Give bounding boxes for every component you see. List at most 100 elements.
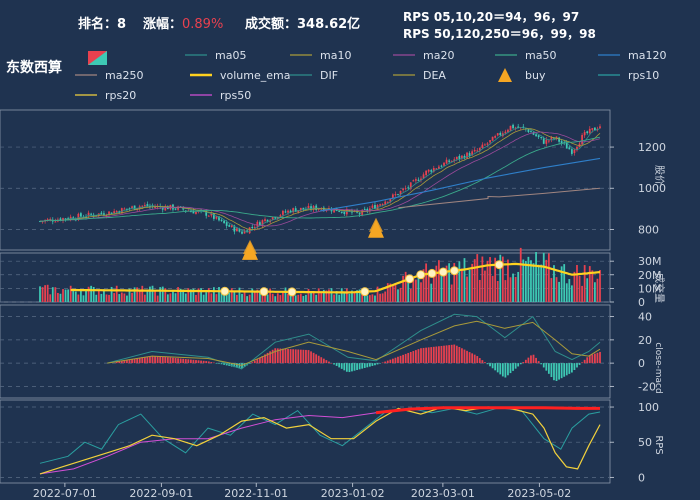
macd-histogram-bar bbox=[417, 349, 420, 364]
macd-histogram-bar bbox=[519, 363, 522, 365]
macd-histogram-bar bbox=[445, 345, 448, 364]
macd-histogram-bar bbox=[279, 348, 282, 364]
volume-bar bbox=[391, 284, 394, 302]
macd-histogram-bar bbox=[195, 360, 197, 364]
macd-histogram-bar bbox=[164, 357, 167, 364]
macd-histogram-bar bbox=[126, 359, 128, 364]
candle-body bbox=[287, 210, 289, 213]
volume-bar bbox=[599, 270, 601, 302]
candle-body bbox=[233, 225, 236, 232]
volume-bar bbox=[435, 265, 438, 302]
candle-body bbox=[366, 208, 369, 211]
volume-bar bbox=[517, 271, 520, 302]
candle-body bbox=[461, 155, 463, 158]
macd-histogram-bar bbox=[563, 363, 566, 377]
volume-bar bbox=[67, 289, 70, 302]
volume-bar bbox=[328, 289, 330, 302]
candle-body bbox=[333, 208, 335, 213]
macd-histogram-bar bbox=[560, 363, 563, 379]
volume-bar bbox=[491, 275, 494, 302]
candle-body bbox=[435, 168, 438, 170]
volume-bar bbox=[335, 291, 338, 302]
volume-bar bbox=[100, 293, 103, 302]
legend-item-buy: buy bbox=[498, 68, 546, 82]
candle-body bbox=[432, 168, 435, 172]
x-tick-label: 2022-11-01 bbox=[224, 487, 288, 500]
volume-bar bbox=[466, 276, 468, 302]
candle-body bbox=[430, 170, 433, 172]
legend-label: rps20 bbox=[105, 89, 136, 102]
volume-bar bbox=[348, 293, 351, 302]
macd-histogram-bar bbox=[238, 363, 241, 369]
price-ylabel: 股价 bbox=[653, 165, 665, 185]
candle-body bbox=[486, 143, 489, 145]
candle-body bbox=[236, 228, 238, 232]
macd-histogram-bar bbox=[205, 361, 208, 364]
volume-bar bbox=[57, 292, 59, 302]
macd-histogram-bar bbox=[310, 351, 312, 364]
volume-bar bbox=[371, 294, 374, 302]
macd-histogram-bar bbox=[532, 354, 535, 364]
macd-histogram-bar bbox=[507, 363, 509, 376]
macd-histogram-bar bbox=[404, 353, 407, 364]
macd-histogram-bar bbox=[368, 363, 371, 367]
x-tick-label: 2023-05-02 bbox=[507, 487, 571, 500]
macd-histogram-bar bbox=[573, 363, 576, 371]
volume-tick-label: 10M bbox=[638, 282, 662, 295]
macd-histogram-bar bbox=[371, 363, 374, 366]
macd-histogram-bar bbox=[335, 363, 338, 366]
volume-bar bbox=[443, 272, 445, 302]
macd-histogram-bar bbox=[184, 359, 187, 364]
candle-body bbox=[491, 136, 494, 141]
macd-histogram-bar bbox=[243, 363, 246, 367]
volume-bar bbox=[422, 269, 425, 302]
candle-body bbox=[299, 207, 302, 211]
macd-histogram-bar bbox=[412, 351, 415, 364]
candle-body bbox=[371, 205, 374, 208]
volume-bar bbox=[448, 263, 451, 302]
macd-histogram-bar bbox=[200, 360, 202, 364]
volume-bar bbox=[103, 289, 105, 302]
macd-tick-label: 40 bbox=[638, 311, 652, 324]
candle-body bbox=[133, 205, 136, 210]
candle-body bbox=[164, 206, 167, 211]
volume-bar bbox=[453, 263, 456, 302]
legend-item-DIF: DIF bbox=[290, 69, 338, 82]
macd-histogram-bar bbox=[537, 361, 540, 364]
volume-bar bbox=[184, 293, 187, 302]
macd-histogram-bar bbox=[453, 344, 456, 364]
legend-label: ma20 bbox=[423, 49, 454, 62]
candle-body bbox=[103, 213, 105, 216]
candle-body bbox=[264, 219, 266, 221]
volume-bar bbox=[172, 290, 174, 302]
macd-histogram-bar bbox=[432, 346, 435, 364]
volume-bar bbox=[558, 281, 560, 302]
legend-item-ma05: ma05 bbox=[185, 49, 246, 62]
volume-signal-dot bbox=[449, 266, 459, 276]
volume-bar bbox=[583, 265, 586, 302]
candle-body bbox=[238, 229, 241, 232]
volume-bar bbox=[120, 292, 123, 302]
price-tick-label: 1000 bbox=[638, 182, 666, 195]
candle-body bbox=[532, 132, 535, 135]
macd-histogram-bar bbox=[473, 354, 476, 364]
volume-bar bbox=[486, 260, 489, 302]
macd-histogram-bar bbox=[461, 348, 463, 364]
legend-item-rps20: rps20 bbox=[75, 89, 136, 102]
candle-body bbox=[131, 206, 133, 209]
macd-histogram-bar bbox=[151, 355, 154, 364]
volume-bar bbox=[461, 268, 463, 302]
macd-histogram-bar bbox=[115, 361, 118, 364]
macd-histogram-bar bbox=[512, 363, 514, 371]
macd-histogram-bar bbox=[496, 363, 499, 373]
candle-body bbox=[141, 205, 144, 207]
volume-bar bbox=[432, 274, 435, 302]
candle-body bbox=[225, 222, 228, 226]
candle-body bbox=[540, 136, 543, 138]
volume-bar bbox=[430, 283, 433, 302]
volume-bar bbox=[136, 287, 139, 302]
volume-signal-dot bbox=[494, 260, 504, 270]
volume-bar bbox=[169, 293, 172, 302]
macd-histogram-bar bbox=[189, 359, 192, 364]
candle-body bbox=[407, 187, 410, 189]
